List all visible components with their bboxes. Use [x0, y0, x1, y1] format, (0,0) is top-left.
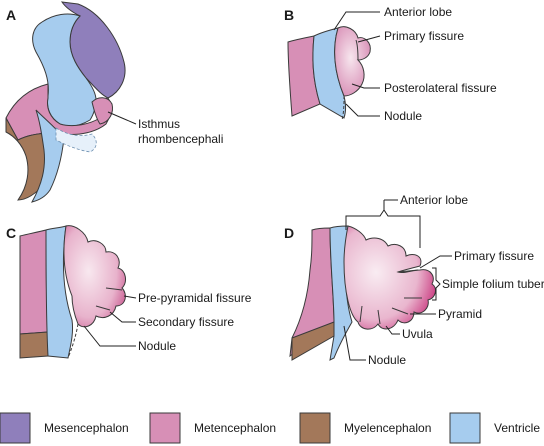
legend-swatch-myelencephalon: [300, 413, 330, 443]
panel-d-simple-folium-label: Simple folium tuber: [442, 277, 544, 291]
panel-d-anterior-lobe-label: Anterior lobe: [400, 193, 468, 207]
panel-b-cerebellum: [335, 27, 371, 96]
panel-c-nodule-leader: [84, 326, 136, 346]
legend-label-myelencephalon: Myelencephalon: [344, 421, 431, 435]
panel-a-isthmus-label-line1: Isthmus: [138, 117, 180, 131]
legend-label-metencephalon: Metencephalon: [194, 421, 276, 435]
panel-d-nodule-label: Nodule: [368, 353, 406, 367]
panel-a-letter: A: [6, 7, 16, 23]
legend: Mesencephalon Metencephalon Myelencephal…: [0, 413, 540, 443]
panel-d-letter: D: [284, 225, 294, 241]
legend-swatch-mesencephalon: [0, 413, 30, 443]
panel-a: A Isthmus rhombencephali: [6, 2, 223, 202]
panel-d-primary-fissure-label: Primary fissure: [454, 249, 534, 263]
panel-c-cerebellum: [64, 226, 125, 327]
panel-c-nodule-label: Nodule: [138, 339, 176, 353]
legend-label-ventricle: Ventricle: [494, 421, 540, 435]
panel-d-primary-fissure-leader: [420, 256, 452, 268]
panel-d-pyramid-label: Pyramid: [438, 307, 482, 321]
panel-c-myelencephalon: [20, 332, 48, 358]
panel-a-isthmus-leader: [108, 112, 136, 124]
panel-c: C Pre-pyramidal fissure Secondary fissur…: [6, 225, 252, 358]
legend-label-mesencephalon: Mesencephalon: [44, 421, 129, 435]
panel-d: D Anterior lobe Primary fissure Simple f…: [284, 193, 544, 367]
legend-swatch-metencephalon: [150, 413, 180, 443]
panel-c-letter: C: [6, 225, 16, 241]
panel-b-letter: B: [284, 7, 294, 23]
panel-d-uvula-label: Uvula: [402, 327, 433, 341]
panel-c-secondary-label: Secondary fissure: [138, 315, 234, 329]
panel-b: B Anterior lobe Primary fissure Posterol…: [284, 5, 497, 123]
panel-b-nodule-leader: [346, 104, 380, 116]
panel-c-secondary-leader: [110, 312, 136, 322]
panel-b-primary-fissure-label: Primary fissure: [384, 29, 464, 43]
panel-b-nodule-label: Nodule: [384, 109, 422, 123]
panel-b-anterior-lobe-label: Anterior lobe: [384, 5, 452, 19]
panel-b-posterolateral-fissure-label: Posterolateral fissure: [384, 81, 497, 95]
panel-a-isthmus-label-line2: rhombencephali: [138, 132, 223, 146]
legend-swatch-ventricle: [450, 413, 480, 443]
panel-c-prepyramidal-label: Pre-pyramidal fissure: [138, 291, 252, 305]
panel-c-metencephalon: [20, 230, 48, 334]
